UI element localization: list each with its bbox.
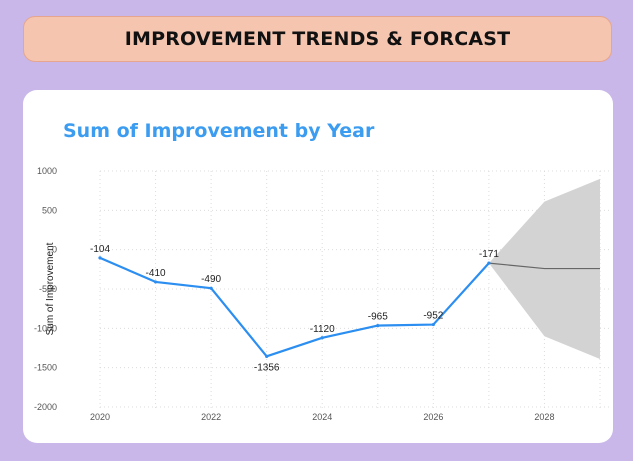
data-label: -1120 xyxy=(310,324,335,335)
x-tick-label: 2022 xyxy=(201,412,221,422)
x-tick-label: 2024 xyxy=(312,412,332,422)
data-label: -1356 xyxy=(254,362,280,373)
data-point xyxy=(153,280,158,284)
y-tick-label: -2000 xyxy=(34,402,57,412)
page-header: IMPROVEMENT TRENDS & FORCAST xyxy=(23,16,612,62)
data-point xyxy=(376,323,380,328)
data-point xyxy=(98,256,102,260)
y-tick-label: 500 xyxy=(42,205,57,215)
x-tick-label: 2026 xyxy=(423,412,443,422)
data-point xyxy=(431,322,435,327)
y-tick-label: -1500 xyxy=(34,363,57,373)
data-point xyxy=(265,354,269,358)
line-chart: 1000 500 0 -500 -1000 -1500 -2000 2020 2022 2024 2… xyxy=(34,166,610,422)
page-title: IMPROVEMENT TRENDS & FORCAST xyxy=(124,28,511,50)
y-axis-label: Sum of Improvement xyxy=(45,242,56,335)
x-tick-label: 2020 xyxy=(90,412,110,422)
data-point xyxy=(320,336,324,340)
data-label: -104 xyxy=(90,244,110,255)
data-label: -171 xyxy=(479,249,499,260)
y-tick-label: -500 xyxy=(39,284,57,294)
y-tick-label: 1000 xyxy=(37,166,57,176)
data-label: -490 xyxy=(201,274,221,285)
series-line xyxy=(99,256,490,358)
data-label: -410 xyxy=(146,268,166,279)
data-point xyxy=(487,261,491,265)
y-tick-label: 0 xyxy=(52,245,57,255)
y-tick-label: -1000 xyxy=(34,323,57,333)
chart-card: Sum of Improvement by Year 1000 500 0 -500 -… xyxy=(23,90,613,443)
data-label: -952 xyxy=(423,311,443,322)
data-label: -965 xyxy=(368,312,388,323)
x-tick-label: 2028 xyxy=(534,412,554,422)
forecast-line xyxy=(488,262,600,270)
data-point xyxy=(209,286,213,290)
chart-title: Sum of Improvement by Year xyxy=(63,120,375,142)
